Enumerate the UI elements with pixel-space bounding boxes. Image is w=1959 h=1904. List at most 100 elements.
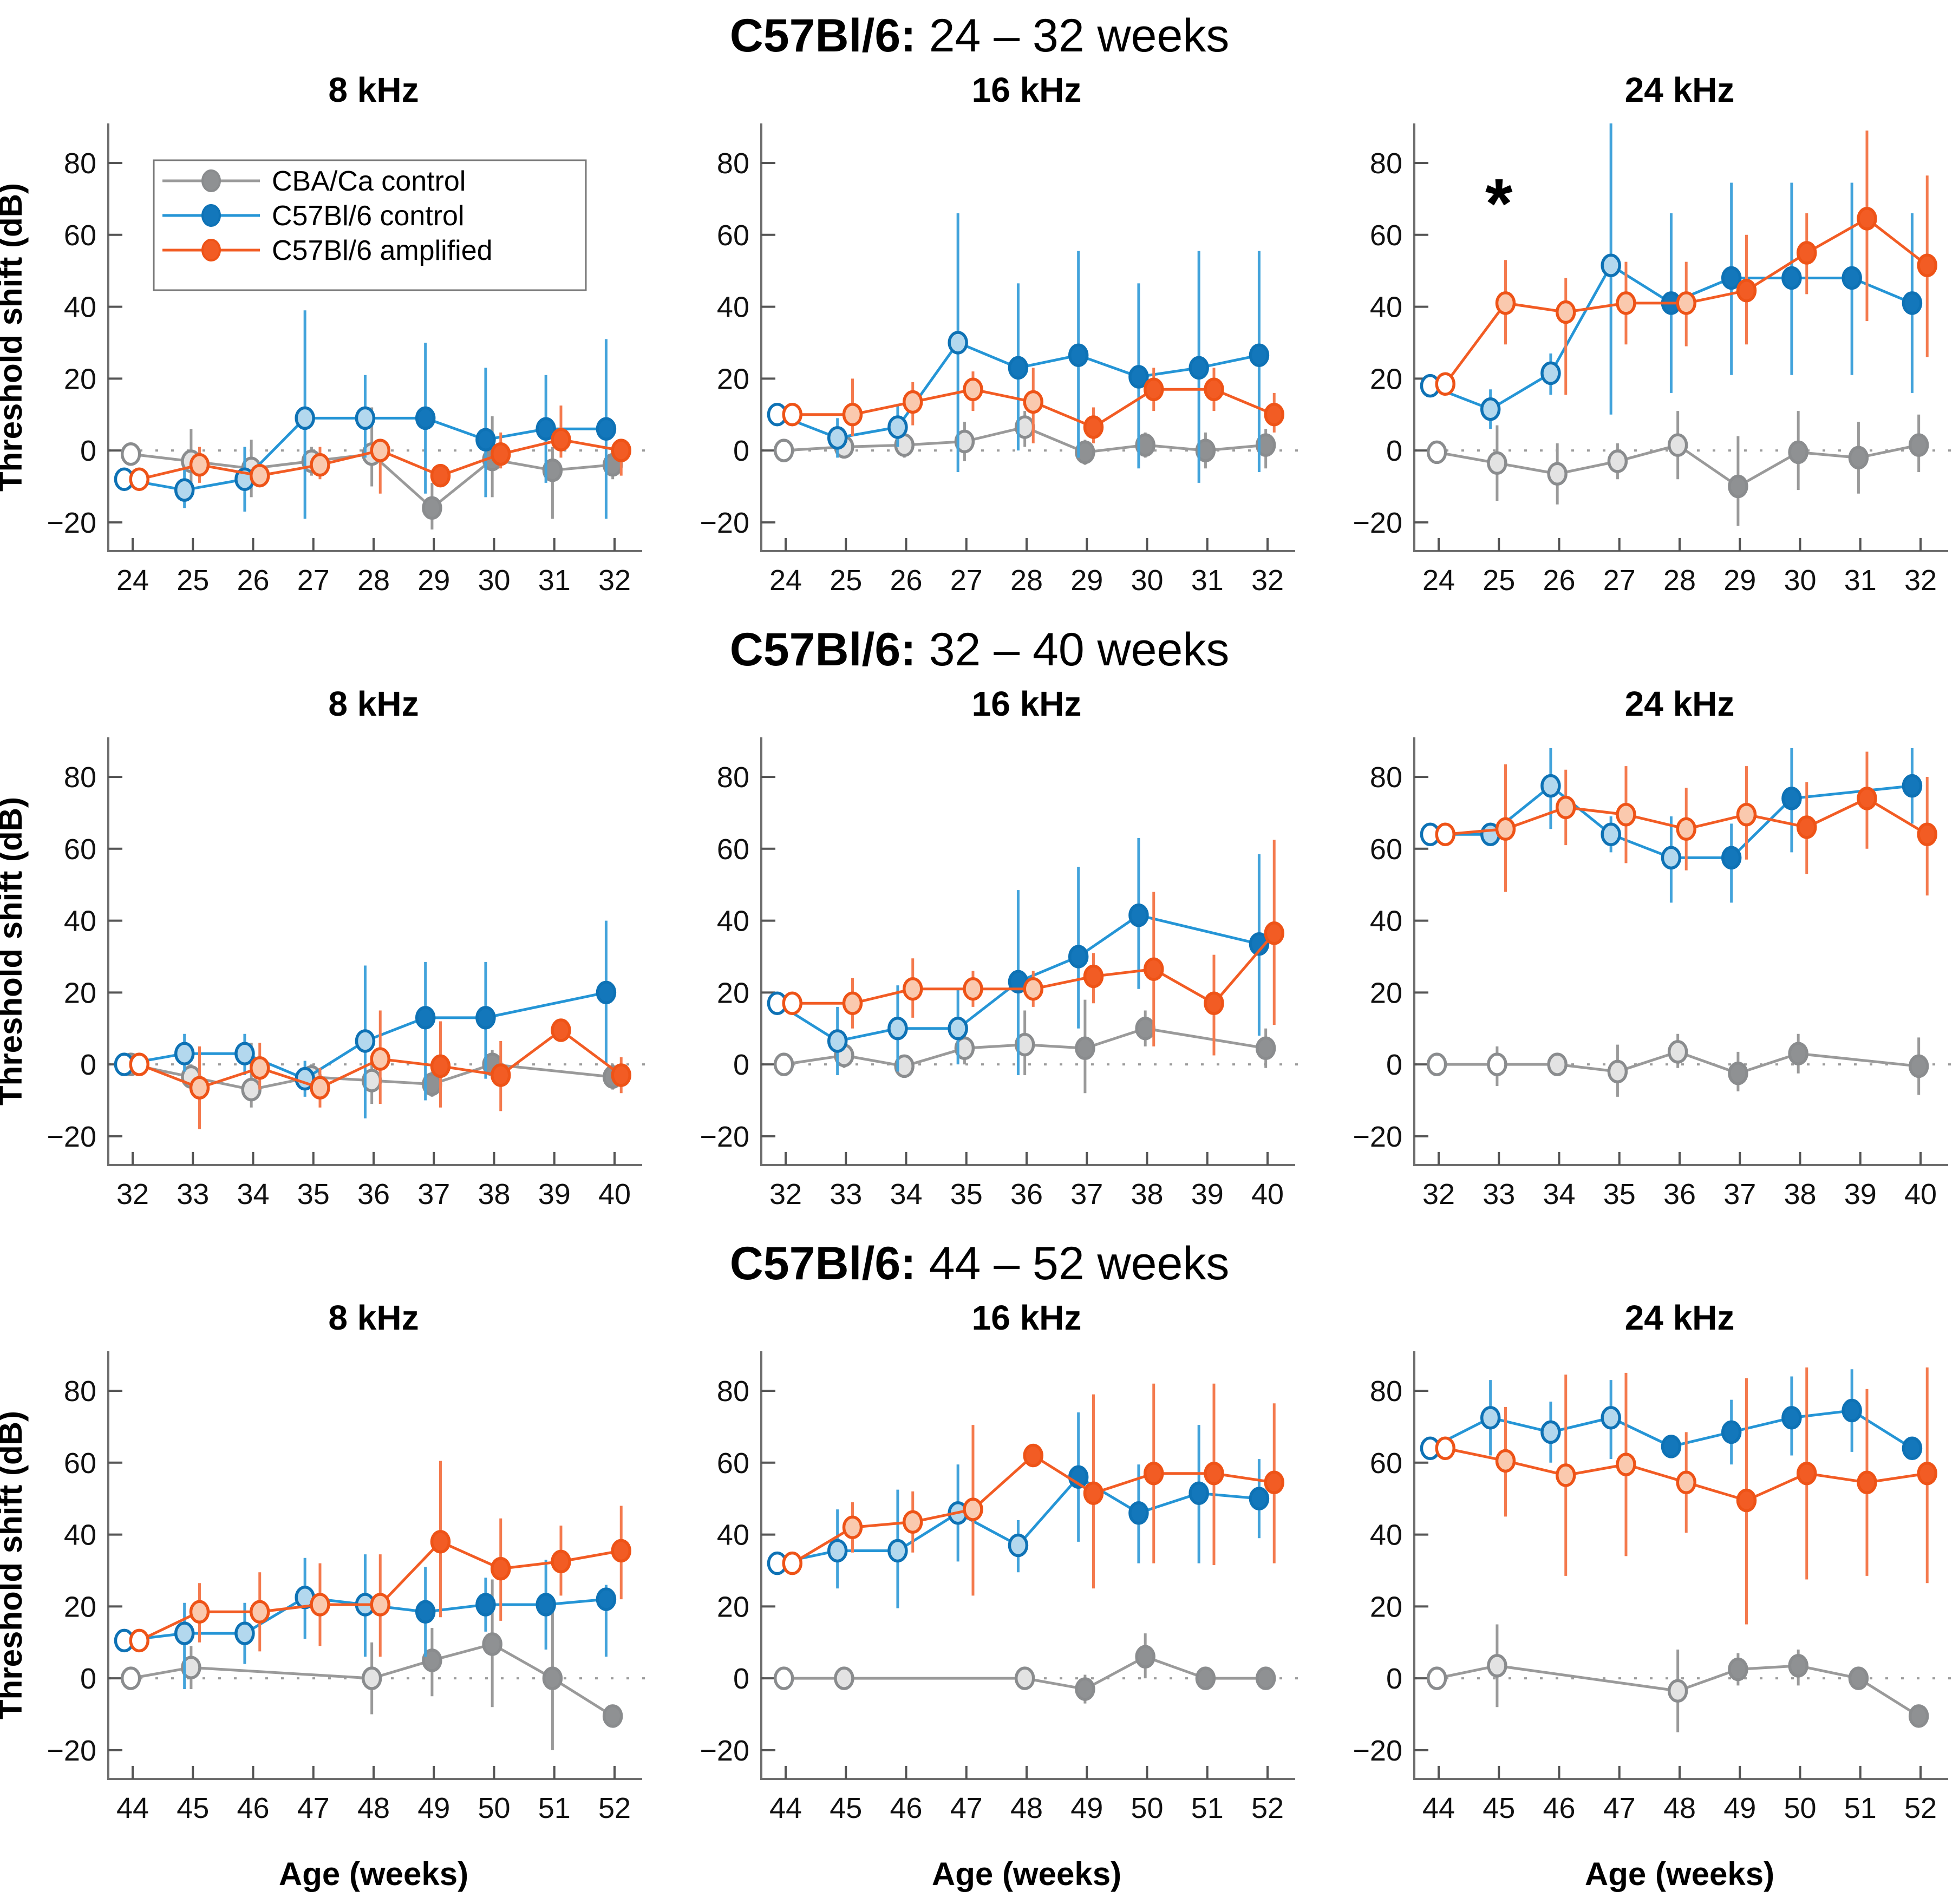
y-tick-label: 40	[1370, 905, 1402, 938]
data-point	[1917, 253, 1937, 277]
row-title-range: 24 – 32 weeks	[916, 10, 1230, 62]
data-point	[1676, 1470, 1696, 1495]
data-point	[129, 1052, 149, 1076]
series-amplified	[129, 1010, 631, 1129]
data-point	[490, 1063, 511, 1087]
data-point	[1143, 377, 1164, 402]
x-tick-label: 32	[116, 1178, 149, 1211]
data-point	[1917, 1461, 1937, 1486]
data-point	[1721, 266, 1742, 290]
data-point	[430, 1530, 451, 1554]
y-tick-label: 0	[733, 1663, 749, 1695]
data-point	[1008, 356, 1029, 380]
series-cba	[773, 1633, 1276, 1704]
y-tick-label: −20	[700, 1121, 749, 1153]
y-tick-label: 40	[1370, 291, 1402, 324]
y-tick-label: −20	[47, 1735, 96, 1767]
data-point	[1601, 1406, 1621, 1430]
panel-title: 16 kHz	[972, 1298, 1082, 1337]
data-point	[1135, 1645, 1155, 1669]
y-tick-label: −20	[700, 1735, 749, 1767]
data-point	[370, 439, 390, 462]
data-point	[129, 1628, 149, 1653]
data-point	[1264, 402, 1284, 427]
row-title-24-32: C57Bl/6: 24 – 32 weeks	[0, 8, 1959, 64]
data-point	[174, 1621, 195, 1645]
data-point	[310, 453, 330, 477]
data-point	[1728, 1657, 1748, 1681]
panels-row-2: 8 kHz 80 60 40 20 0 −20 32 33 34 35 36 37 38 39 40 Thres…	[0, 678, 1959, 1219]
legend-label: CBA/Ca control	[272, 166, 466, 197]
x-tick-label: 28	[1663, 564, 1696, 597]
data-point	[773, 1666, 794, 1690]
data-point	[1728, 1061, 1748, 1085]
y-tick-label: 80	[717, 761, 749, 794]
x-tick-label: 52	[598, 1792, 631, 1824]
data-point	[1842, 1398, 1862, 1423]
x-tick-label: 51	[1844, 1792, 1877, 1824]
x-tick-label: 38	[1784, 1178, 1816, 1211]
x-tick-label: 34	[237, 1178, 269, 1211]
x-tick-label: 25	[830, 564, 862, 597]
data-point	[249, 1056, 270, 1080]
data-point	[963, 1497, 983, 1521]
data-point	[1555, 300, 1576, 324]
data-point	[1143, 957, 1164, 981]
y-tick-label: −20	[1353, 507, 1402, 539]
data-point	[1616, 802, 1636, 827]
data-point	[842, 1515, 863, 1540]
data-point	[174, 1042, 195, 1065]
y-tick-label: −20	[47, 1121, 96, 1153]
x-tick-label: 37	[1723, 1178, 1756, 1211]
x-tick-label: 34	[890, 1178, 922, 1211]
panel-32w-24kHz: 24 kHz 80 60 40 20 0 −20 32 33 34 35 36 37 38 39 40	[1353, 684, 1955, 1211]
y-tick-label: −20	[47, 507, 96, 539]
legend-marker-icon	[201, 169, 221, 192]
data-point	[1667, 433, 1688, 457]
data-point	[1781, 1406, 1802, 1430]
y-tick-label: 80	[64, 1375, 96, 1408]
x-tick-label: 29	[417, 564, 450, 597]
series-control	[114, 310, 617, 519]
data-point	[234, 1042, 255, 1065]
data-point	[1848, 1666, 1869, 1690]
y-tick-label: 40	[1370, 1519, 1402, 1552]
row-group-32-40: C57Bl/6: 32 – 40 weeks 8 kHz 80 60 40 20 0 −20…	[0, 621, 1959, 1219]
data-point	[887, 1539, 908, 1563]
x-tick-label: 50	[1131, 1792, 1163, 1824]
data-point	[611, 439, 631, 462]
x-tick-label: 28	[1010, 564, 1043, 597]
data-point	[1495, 291, 1516, 315]
y-tick-label: 60	[64, 219, 96, 252]
data-point	[310, 1593, 330, 1617]
data-point	[1189, 356, 1209, 380]
data-point	[834, 1666, 854, 1690]
data-point	[611, 1539, 631, 1563]
panel-24w-8kHz: 8 kHz 80 60 40 20 0 −20 24 25 26 27 28 29 30 31 32 Thres…	[0, 70, 649, 597]
data-point	[1540, 1420, 1561, 1444]
data-point	[1676, 817, 1696, 841]
data-point	[842, 991, 863, 1016]
data-point	[1008, 1533, 1029, 1558]
data-point	[120, 442, 141, 466]
data-point	[475, 428, 496, 452]
x-axis-label: Age (weeks)	[279, 1856, 468, 1892]
data-point	[1917, 822, 1937, 846]
data-point	[1135, 433, 1155, 457]
data-point	[596, 417, 617, 441]
y-tick-label: 80	[1370, 1375, 1402, 1408]
y-tick-label: 0	[733, 435, 749, 467]
y-tick-label: 80	[1370, 761, 1402, 794]
data-point	[551, 1549, 571, 1574]
data-point	[1661, 1435, 1682, 1458]
y-tick-label: 60	[717, 219, 749, 252]
data-point	[1857, 1470, 1877, 1495]
y-tick-label: 0	[80, 435, 96, 467]
x-tick-label: 47	[297, 1792, 330, 1824]
series-amplified	[782, 368, 1284, 443]
series-control	[767, 213, 1270, 483]
x-tick-label: 26	[890, 564, 922, 597]
x-tick-label: 35	[1603, 1178, 1636, 1211]
